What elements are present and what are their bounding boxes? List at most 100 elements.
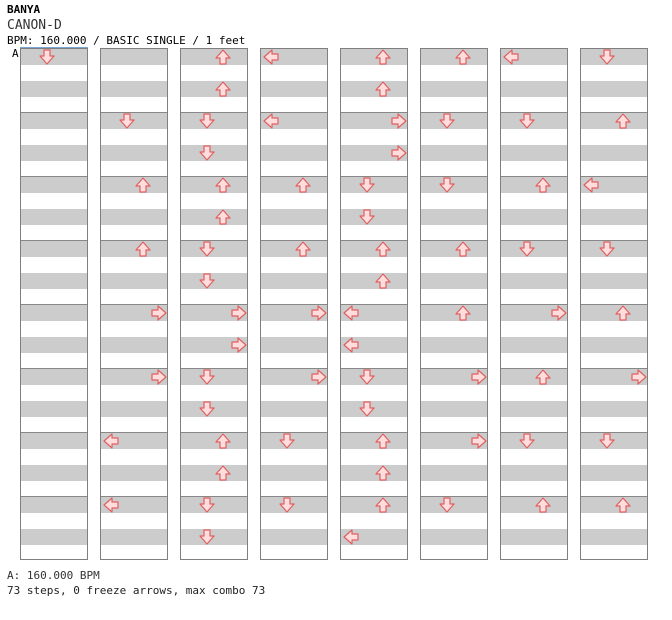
beat-stripe <box>341 433 407 449</box>
measure-line <box>101 496 167 497</box>
beat-stripe <box>341 209 407 225</box>
beat-stripe <box>501 177 567 193</box>
measure-line <box>341 304 407 305</box>
beat-stripe <box>181 209 247 225</box>
beat-stripe <box>101 465 167 481</box>
left-arrow-icon <box>103 433 119 449</box>
beat-stripe <box>21 209 87 225</box>
beat-stripe <box>581 337 647 353</box>
measure-line <box>501 368 567 369</box>
up-arrow-icon <box>615 305 631 321</box>
beat-stripe <box>21 337 87 353</box>
down-arrow-icon <box>599 241 615 257</box>
beat-stripe <box>341 529 407 545</box>
beat-stripe <box>341 81 407 97</box>
beat-stripe <box>421 177 487 193</box>
down-arrow-icon <box>519 433 535 449</box>
left-arrow-icon <box>343 337 359 353</box>
beat-stripe <box>21 113 87 129</box>
beat-stripe <box>181 113 247 129</box>
beat-stripe <box>21 369 87 385</box>
beat-stripe <box>261 305 327 321</box>
beat-stripe <box>261 145 327 161</box>
beat-stripe <box>581 273 647 289</box>
measure-line <box>341 112 407 113</box>
measure-line <box>421 304 487 305</box>
measure-line <box>21 240 87 241</box>
left-arrow-icon <box>583 177 599 193</box>
up-arrow-icon <box>215 465 231 481</box>
up-arrow-icon <box>215 177 231 193</box>
beat-stripe <box>421 305 487 321</box>
up-arrow-icon <box>535 497 551 513</box>
right-arrow-icon <box>551 305 567 321</box>
measure-line <box>21 176 87 177</box>
measure-line <box>181 112 247 113</box>
down-arrow-icon <box>199 401 215 417</box>
measure-line <box>581 496 647 497</box>
beat-stripe <box>101 529 167 545</box>
measure-line <box>501 432 567 433</box>
measure-line <box>341 176 407 177</box>
artist-name: BANYA <box>7 3 41 16</box>
beat-stripe <box>341 401 407 417</box>
measure-line <box>581 304 647 305</box>
up-arrow-icon <box>375 81 391 97</box>
down-arrow-icon <box>359 177 375 193</box>
down-arrow-icon <box>199 369 215 385</box>
down-arrow-icon <box>119 113 135 129</box>
beat-stripe <box>21 465 87 481</box>
measure-line <box>101 304 167 305</box>
right-arrow-icon <box>631 369 647 385</box>
beat-stripe <box>181 337 247 353</box>
measure-line <box>341 496 407 497</box>
beat-stripe <box>101 145 167 161</box>
beat-stripe <box>421 81 487 97</box>
song-title: CANON-D <box>7 18 62 33</box>
up-arrow-icon <box>295 241 311 257</box>
measure-column <box>500 48 568 560</box>
beat-stripe <box>341 305 407 321</box>
beat-stripe <box>421 209 487 225</box>
up-arrow-icon <box>375 497 391 513</box>
right-arrow-icon <box>311 369 327 385</box>
beat-stripe <box>421 113 487 129</box>
beat-stripe <box>501 401 567 417</box>
up-arrow-icon <box>375 241 391 257</box>
beat-stripe <box>21 81 87 97</box>
measure-column <box>580 48 648 560</box>
beat-stripe <box>261 401 327 417</box>
measure-line <box>421 112 487 113</box>
beat-stripe <box>261 273 327 289</box>
right-arrow-icon <box>231 337 247 353</box>
beat-stripe <box>341 337 407 353</box>
beat-stripe <box>21 433 87 449</box>
up-arrow-icon <box>455 241 471 257</box>
beat-stripe <box>341 369 407 385</box>
up-arrow-icon <box>215 81 231 97</box>
down-arrow-icon <box>199 497 215 513</box>
measure-line <box>261 176 327 177</box>
measure-column <box>420 48 488 560</box>
beat-stripe <box>501 81 567 97</box>
measure-line <box>501 496 567 497</box>
measure-line <box>501 304 567 305</box>
beat-stripe <box>581 497 647 513</box>
beat-stripe <box>421 337 487 353</box>
measure-line <box>261 496 327 497</box>
down-arrow-icon <box>439 177 455 193</box>
left-arrow-icon <box>343 529 359 545</box>
down-arrow-icon <box>199 145 215 161</box>
beat-stripe <box>581 49 647 65</box>
measure-line <box>581 112 647 113</box>
measure-line <box>21 432 87 433</box>
up-arrow-icon <box>615 497 631 513</box>
left-arrow-icon <box>503 49 519 65</box>
down-arrow-icon <box>279 497 295 513</box>
up-arrow-icon <box>215 209 231 225</box>
beat-stripe <box>421 273 487 289</box>
beat-stripe <box>261 369 327 385</box>
down-arrow-icon <box>519 241 535 257</box>
measure-line <box>581 240 647 241</box>
down-arrow-icon <box>359 369 375 385</box>
